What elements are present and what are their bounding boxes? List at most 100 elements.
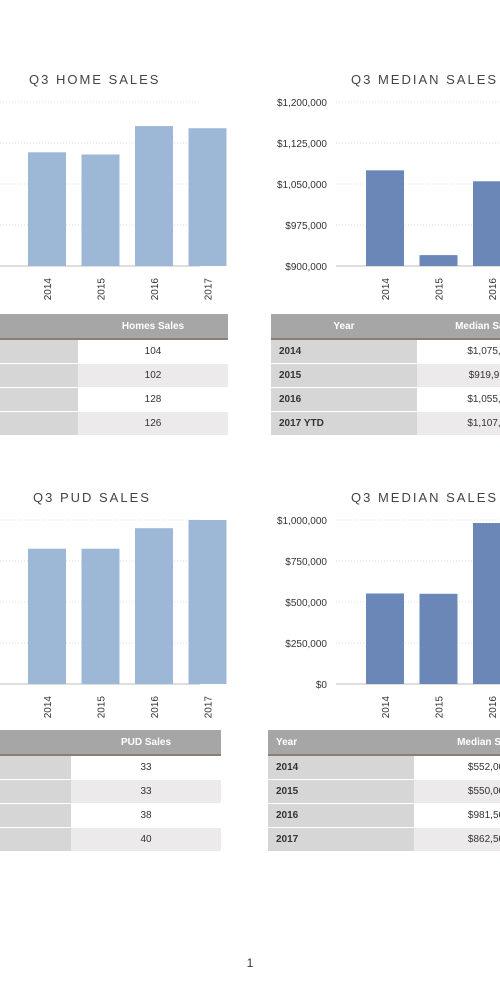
row-label — [0, 779, 71, 804]
x-tick-label: 2014 — [381, 278, 392, 301]
row-value: 38 — [71, 803, 221, 828]
table-median-home: Year Median Sale 2014$1,075,2015$919,920… — [271, 314, 500, 436]
row-value: $919,9 — [417, 363, 500, 388]
chart-svg-pud-sales: 2014 2015 2016 2017 — [0, 519, 227, 719]
bar — [419, 593, 458, 684]
table-header-value: PUD Sales — [71, 730, 221, 756]
row-label — [0, 363, 78, 388]
bar — [473, 523, 500, 684]
bar — [28, 152, 66, 266]
row-value: $981,50 — [414, 803, 500, 828]
row-value: $1,075, — [417, 339, 500, 364]
bar — [419, 255, 458, 266]
table-median-pud: Year Median Sale 2014$552,002015$550,002… — [268, 730, 500, 852]
table-row: 104 — [0, 339, 228, 364]
table-header-label: Year — [271, 314, 417, 340]
chart-svg-home-sales: 2014 2015 2016 2017 — [0, 101, 227, 301]
table-row: 126 — [0, 411, 228, 436]
table-header-label — [0, 730, 71, 756]
x-tick-label: 2015 — [97, 278, 108, 301]
y-tick-label: $250,000 — [285, 639, 327, 650]
table-row: 2015$550,00 — [268, 779, 500, 804]
bar — [135, 126, 173, 266]
row-value: 104 — [78, 339, 228, 364]
row-label — [0, 755, 71, 780]
y-tick-label: $750,000 — [285, 557, 327, 568]
row-value: 33 — [71, 755, 221, 780]
bar — [28, 548, 66, 684]
table-row: 33 — [0, 755, 221, 780]
table-row: 2015 $919,9 — [271, 363, 500, 388]
table-row: 2014$552,00 — [268, 755, 500, 780]
table-header-value: Homes Sales — [78, 314, 228, 340]
bar — [188, 520, 227, 684]
x-tick-label: 2015 — [97, 696, 108, 719]
table-row: 38 — [0, 803, 221, 828]
row-value: $1,055, — [417, 387, 500, 412]
x-tick-label: 2017 — [204, 278, 215, 301]
bar — [188, 128, 227, 266]
table-header-value: Median Sale — [417, 314, 500, 340]
table-header-value: Median Sale — [414, 730, 500, 756]
row-value: 33 — [71, 779, 221, 804]
table-row: 2017 YTD $1,107, — [271, 411, 500, 436]
chart-svg-median-pud: $0 $250,000 $500,000 $750,000 $1,000,000 2014… — [277, 516, 500, 719]
chart-title-median-home: Q3 MEDIAN SALES P — [351, 72, 500, 87]
x-tick-label: 2014 — [43, 278, 54, 301]
bar — [366, 170, 404, 266]
row-value: 126 — [78, 411, 228, 436]
page-number: 1 — [246, 956, 254, 970]
bar — [81, 154, 120, 266]
table-home-sales: Homes Sales 104 102 128 126 — [0, 314, 228, 436]
y-tick-label: $1,050,000 — [277, 180, 327, 191]
row-label: 2014 — [268, 755, 414, 780]
row-value: 102 — [78, 363, 228, 388]
table-header-label: Year — [268, 730, 414, 756]
row-label: 2016 — [271, 387, 417, 412]
table-row: 33 — [0, 779, 221, 804]
bar — [366, 593, 404, 684]
table-row: 2017$862,50 — [268, 827, 500, 852]
row-label — [0, 339, 78, 364]
x-tick-label: 2015 — [435, 278, 446, 301]
y-tick-label: $0 — [316, 680, 328, 691]
row-label: 2015 — [268, 779, 414, 804]
bar — [81, 548, 120, 684]
row-value: $862,50 — [414, 827, 500, 852]
chart-title-home-sales: Q3 HOME SALES — [29, 72, 161, 87]
row-value: $550,00 — [414, 779, 500, 804]
row-label — [0, 803, 71, 828]
y-tick-label: $1,125,000 — [277, 139, 327, 150]
y-tick-label: $1,000,000 — [277, 516, 327, 527]
chart-home-sales: 2014 2015 2016 2017 — [0, 90, 240, 310]
bar — [473, 181, 500, 266]
chart-title-median-pud: Q3 MEDIAN SALES P — [351, 490, 500, 505]
chart-median-pud: $0 $250,000 $500,000 $750,000 $1,000,000 2014… — [260, 508, 500, 728]
x-tick-label: 2015 — [435, 696, 446, 719]
x-tick-label: 2014 — [43, 696, 54, 719]
row-value: $1,107, — [417, 411, 500, 436]
row-label — [0, 411, 78, 436]
y-tick-label: $500,000 — [285, 598, 327, 609]
x-tick-label: 2016 — [488, 696, 499, 719]
table-row: 40 — [0, 827, 221, 852]
bar — [135, 528, 173, 684]
row-value: 40 — [71, 827, 221, 852]
x-tick-label: 2017 — [204, 696, 215, 719]
y-tick-label: $1,200,000 — [277, 98, 327, 109]
table-row: 2016 $1,055, — [271, 387, 500, 412]
x-tick-label: 2016 — [488, 278, 499, 301]
x-tick-label: 2016 — [150, 278, 161, 301]
chart-median-home: $900,000 $975,000 $1,050,000 $1,125,000 $1,2… — [260, 90, 500, 310]
row-label: 2015 — [271, 363, 417, 388]
table-pud-sales: PUD Sales 33 33 38 40 — [0, 730, 221, 852]
table-row: 102 — [0, 363, 228, 388]
row-label — [0, 387, 78, 412]
table-header-label — [0, 314, 78, 340]
table-row: 128 — [0, 387, 228, 412]
x-tick-label: 2014 — [381, 696, 392, 719]
chart-pud-sales: 2014 2015 2016 2017 — [0, 508, 240, 728]
chart-svg-median-home: $900,000 $975,000 $1,050,000 $1,125,000 $1,2… — [277, 98, 500, 301]
chart-title-pud-sales: Q3 PUD SALES — [33, 490, 151, 505]
row-label: 2017 YTD — [271, 411, 417, 436]
